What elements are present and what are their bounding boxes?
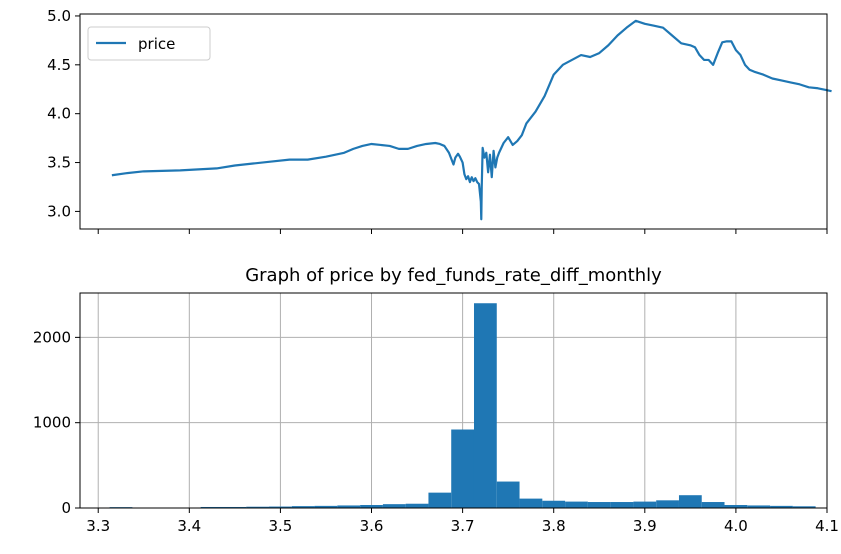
histogram-bar	[269, 506, 292, 508]
histogram-bars	[109, 303, 816, 508]
legend-label-price: price	[138, 35, 175, 53]
histogram-x-tick-label: 3.8	[542, 517, 566, 535]
histogram-bar	[428, 492, 452, 508]
histogram-bar	[314, 505, 338, 508]
histogram-y-tick-label: 1000	[33, 414, 71, 432]
histogram-chart: Graph of price by fed_funds_rate_diff_mo…	[33, 265, 839, 535]
histogram-y-tick-label: 0	[61, 499, 71, 517]
histogram-bar	[382, 504, 406, 508]
histogram-x-axis-ticks: 3.3 3.4 3.5 3.6 3.7 3.8 3.9 4.0 4.1	[86, 508, 839, 535]
histogram-bar	[701, 502, 725, 508]
histogram-bar	[770, 505, 793, 508]
histogram-bar	[633, 501, 657, 508]
histogram-x-tick-label: 3.4	[177, 517, 201, 535]
histogram-bar	[587, 502, 611, 508]
histogram-bar	[291, 506, 315, 508]
histogram-x-tick-label: 3.7	[451, 517, 475, 535]
histogram-x-tick-label: 4.1	[815, 517, 839, 535]
price-series-line	[111, 19, 832, 221]
histogram-bar	[610, 502, 634, 508]
line-y-tick-label: 4.0	[47, 105, 71, 123]
histogram-bar	[565, 501, 588, 508]
line-y-tick-label: 3.0	[47, 202, 71, 220]
histogram-bar	[792, 506, 816, 508]
histogram-title: Graph of price by fed_funds_rate_diff_mo…	[245, 265, 662, 286]
histogram-bar	[337, 505, 361, 508]
histogram-bar	[542, 500, 566, 508]
histogram-frame	[79, 292, 828, 509]
histogram-bar	[473, 303, 497, 508]
line-y-tick-label: 5.0	[47, 7, 71, 25]
histogram-x-tick-label: 3.5	[268, 517, 292, 535]
histogram-bar	[451, 429, 474, 508]
line-y-tick-label: 4.5	[47, 56, 71, 74]
histogram-bar	[747, 505, 771, 508]
histogram-x-tick-label: 3.6	[360, 517, 384, 535]
histogram-bar	[200, 506, 224, 508]
histogram-y-axis-ticks: 0 1000 2000	[33, 328, 80, 517]
line-x-axis-ticks	[97, 229, 828, 234]
histogram-x-tick-label: 3.3	[86, 517, 110, 535]
histogram-bar	[724, 505, 748, 508]
histogram-bar	[246, 506, 270, 508]
legend: price	[87, 26, 211, 61]
histogram-bar	[678, 495, 702, 508]
histogram-bar	[405, 503, 429, 508]
legend-box	[87, 26, 211, 61]
line-y-tick-label: 3.5	[47, 154, 71, 172]
histogram-x-tick-label: 4.0	[724, 517, 748, 535]
histogram-bar	[360, 505, 383, 508]
line-chart-frame	[79, 13, 828, 230]
histogram-bar	[656, 500, 679, 508]
line-chart: 3.0 3.5 4.0 4.5 5.0 price	[47, 7, 832, 234]
histogram-y-tick-label: 2000	[33, 328, 71, 346]
histogram-bar	[519, 498, 543, 508]
line-y-axis-ticks: 3.0 3.5 4.0 4.5 5.0	[47, 7, 80, 220]
histogram-bar	[223, 506, 247, 508]
histogram-x-tick-label: 3.9	[633, 517, 657, 535]
histogram-bar	[496, 481, 520, 508]
